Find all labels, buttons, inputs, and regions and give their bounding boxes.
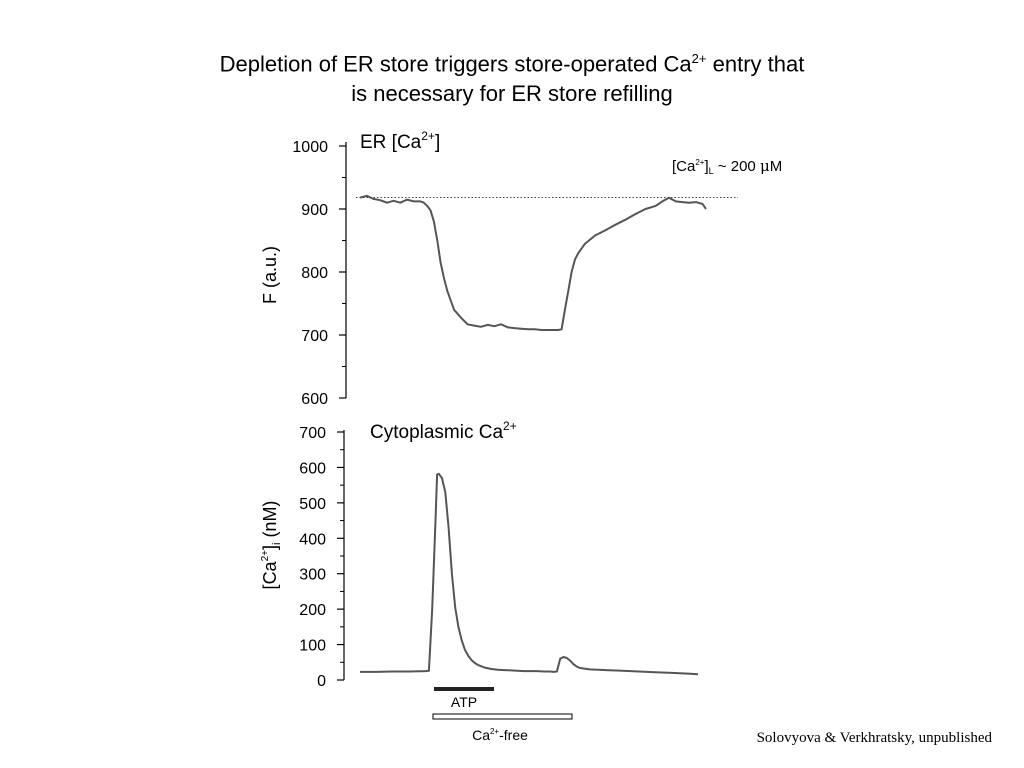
atp-label: ATP — [451, 694, 477, 710]
credit-text: Solovyova & Verkhratsky, unpublished — [756, 730, 992, 746]
er-ticks: 600 700 800 900 1000 — [292, 139, 346, 408]
cyto-y-tick-label: 600 — [299, 460, 326, 477]
cyto-ticks: 0 100 200 300 400 500 600 700 — [299, 425, 344, 690]
figure-title: Depletion of ER store triggers store-ope… — [0, 44, 1024, 109]
er-trace-line — [359, 194, 707, 331]
er-y-tick-label: 1000 — [292, 139, 328, 156]
ca-free-bar — [432, 713, 573, 720]
er-reference-label: [Ca2+]L ~ 200 μM — [672, 157, 782, 176]
cyto-y-tick-label: 0 — [317, 673, 326, 690]
cyto-y-tick-label: 200 — [299, 602, 326, 619]
cyto-y-axis-label: [Ca2+]i (nM) — [260, 501, 283, 590]
er-y-tick-label: 900 — [301, 202, 328, 219]
er-y-tick-label: 700 — [301, 328, 328, 345]
er-y-axis-label: F (a.u.) — [260, 246, 280, 304]
cyto-trace-line — [360, 472, 699, 676]
cyto-y-tick-label: 300 — [299, 567, 326, 584]
title-line-2: is necessary for ER store refilling — [351, 81, 673, 107]
title-line-1: Depletion of ER store triggers store-ope… — [219, 51, 805, 77]
cyto-y-tick-label: 500 — [299, 496, 326, 513]
er-y-tick-label: 600 — [301, 391, 328, 408]
cyto-panel: Cytoplasmic Ca2+ [Ca2+]i (nM) 0 100 200 300… — [260, 419, 699, 690]
title-superscript: 2+ — [691, 51, 707, 66]
cyto-panel-title: Cytoplasmic Ca2+ — [370, 419, 517, 443]
er-panel-title: ER [Ca2+] — [360, 129, 440, 153]
cyto-y-tick-label: 700 — [299, 425, 326, 442]
er-panel: ER [Ca2+] F (a.u.) 600 700 800 900 1000 [Ca2… — [260, 129, 782, 408]
cyto-y-tick-label: 100 — [299, 638, 326, 655]
ca-free-label: Ca2+-free — [472, 727, 528, 743]
cyto-y-tick-label: 400 — [299, 531, 326, 548]
atp-bar — [434, 687, 494, 691]
er-y-tick-label: 800 — [301, 265, 328, 282]
